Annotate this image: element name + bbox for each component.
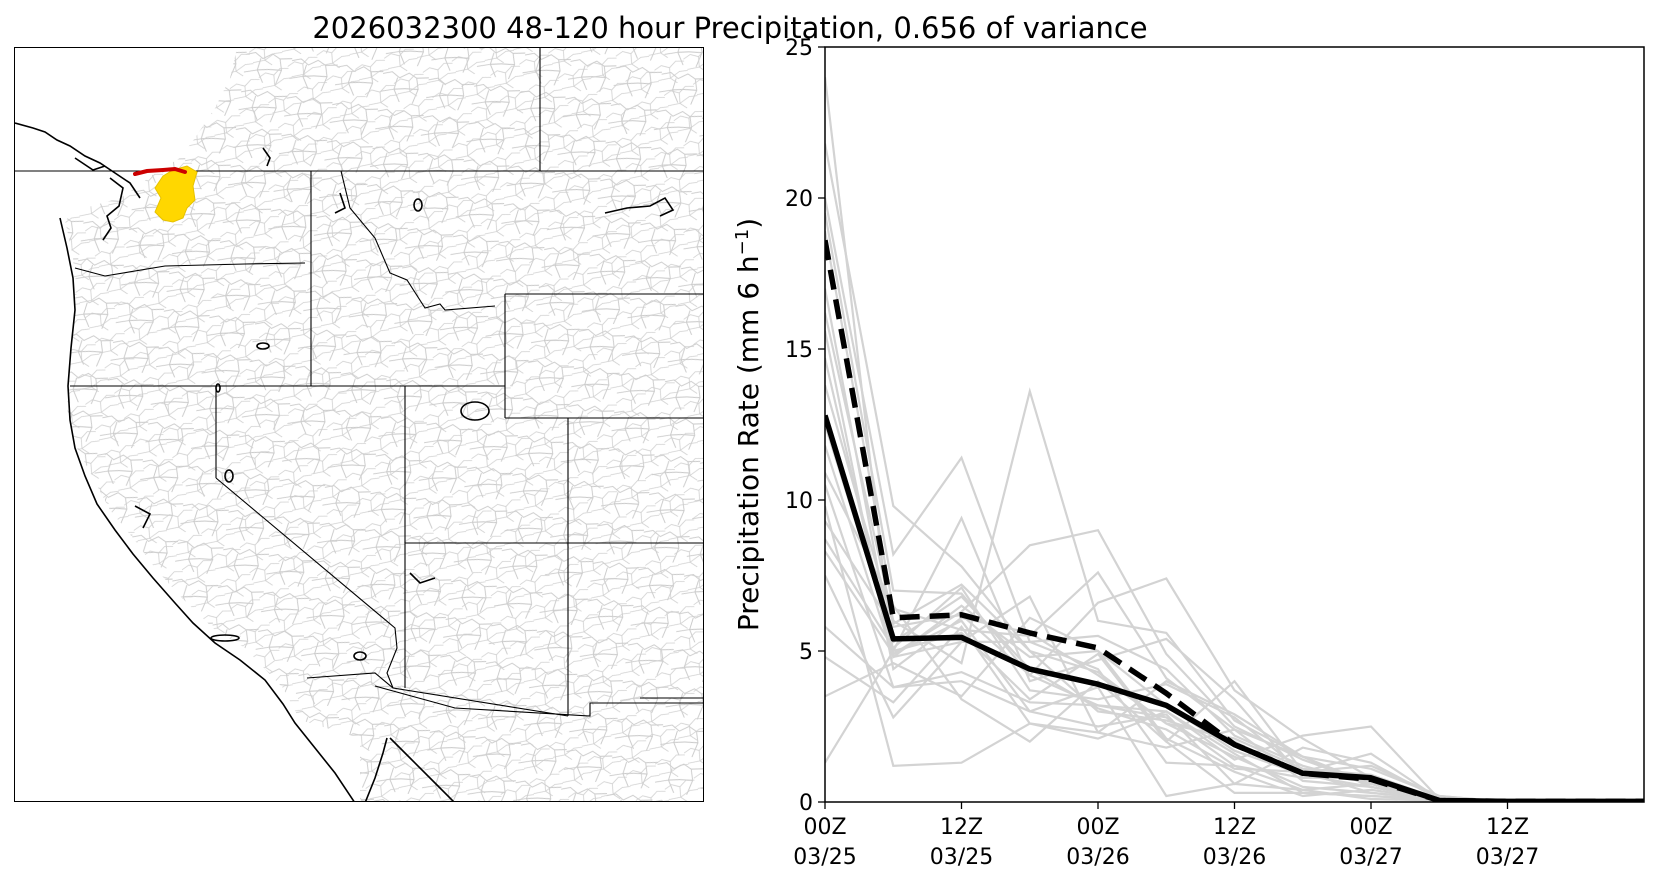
x-tick-label-date: 03/25: [930, 845, 993, 870]
y-tick-label: 5: [799, 640, 813, 665]
ensemble-member-line-22: [825, 616, 1644, 802]
x-tick-label-date: 03/26: [1066, 845, 1129, 870]
x-tick-label-time: 00Z: [1076, 815, 1119, 840]
x-tick-label-date: 03/27: [1476, 845, 1539, 870]
y-tick-label: 20: [785, 187, 813, 212]
ensemble-member-line-9: [825, 357, 1644, 802]
ensemble-member-line-13: [825, 472, 1644, 802]
y-tick-label: 10: [785, 489, 813, 514]
x-tick-label-time: 12Z: [1486, 815, 1529, 840]
x-tick-label-date: 03/26: [1203, 845, 1266, 870]
y-axis-ticks: 0 5 10 15 20 25: [785, 36, 825, 816]
ensemble-member-line-19: [825, 575, 1644, 802]
lakes: [210, 198, 490, 661]
x-tick-label-time: 12Z: [1213, 815, 1256, 840]
y-tick-label: 25: [785, 36, 813, 61]
ensemble-member-line-17: [825, 538, 1644, 802]
x-tick-label-time: 12Z: [940, 815, 983, 840]
ensemble-member-line-23: [825, 631, 1644, 802]
land-basins: [65, 48, 703, 801]
map-canvas: [15, 48, 703, 801]
x-tick-label-date: 03/25: [793, 845, 856, 870]
ensemble-member-line-14: [825, 484, 1644, 802]
x-axis-ticks: 00Z 03/25 12Z 03/25 00Z 03/26 12Z 03/26 00Z 03/27…: [793, 802, 1539, 870]
ensemble-member-line-7: [825, 312, 1644, 802]
x-tick-label-time: 00Z: [1349, 815, 1392, 840]
ensemble-member-line-11: [825, 424, 1644, 802]
ensemble-member-line-15: [825, 505, 1644, 802]
ensemble-member-line-20: [825, 625, 1644, 802]
ensemble-lines: [825, 77, 1644, 802]
x-tick-label-time: 00Z: [803, 815, 846, 840]
coastline: [15, 122, 675, 801]
highlighted-basin: [154, 165, 198, 223]
basin-map: [14, 47, 704, 802]
highlighted-river: [133, 166, 187, 176]
state-borders: [15, 48, 703, 717]
ensemble-member-line-1: [825, 77, 1644, 802]
figure-title: 2026032300 48-120 hour Precipitation, 0.…: [312, 11, 1148, 45]
ensemble-member-line-8: [825, 330, 1644, 802]
ensemble-member-line-21: [825, 625, 1644, 802]
y-tick-label: 15: [785, 338, 813, 363]
ensemble-member-line-12: [825, 445, 1644, 802]
ensemble-member-line-2: [825, 143, 1644, 802]
dashed-series-line: [825, 239, 1644, 802]
y-axis-label: Precipitation Rate (mm 6 h−1): [732, 218, 765, 631]
ensemble-member-line-6: [825, 288, 1644, 802]
ensemble-member-line-3: [825, 197, 1644, 802]
x-tick-label-date: 03/27: [1339, 845, 1402, 870]
y-tick-label: 0: [799, 791, 813, 816]
